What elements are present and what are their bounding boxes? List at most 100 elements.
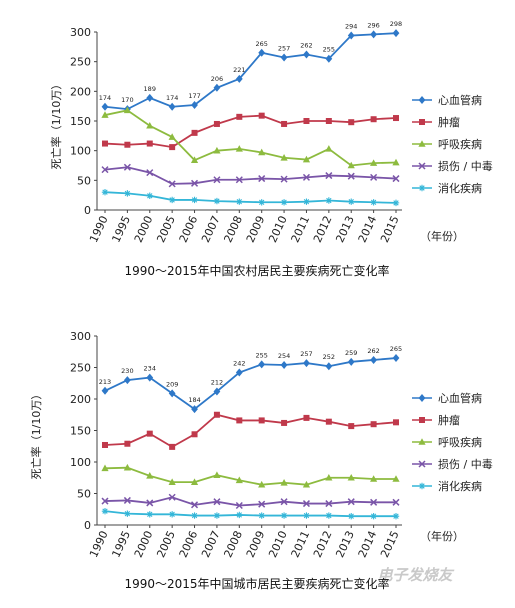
data-point <box>258 48 266 57</box>
series-line <box>104 109 397 167</box>
legend-marker <box>419 119 425 125</box>
data-point <box>146 499 154 507</box>
legend-item: 损伤 / 中毒 <box>412 159 493 173</box>
data-point <box>236 198 243 205</box>
data-point <box>303 512 310 519</box>
data-point <box>325 118 332 124</box>
data-point <box>392 512 400 520</box>
x-tick-label: 2005 <box>154 529 178 560</box>
legend-item: 损伤 / 中毒 <box>412 457 493 471</box>
legend-marker <box>418 162 426 170</box>
data-point <box>146 140 153 147</box>
data-point <box>393 115 399 122</box>
x-tick-label: 2012 <box>311 214 335 245</box>
data-label: 177 <box>188 92 200 100</box>
data-point <box>370 173 378 181</box>
data-point <box>370 355 378 364</box>
data-point <box>213 120 220 127</box>
data-point <box>191 179 199 187</box>
legend-label: 损伤 / 中毒 <box>438 159 493 173</box>
chart-title: 1990～2015年中国农村居民主要疾病死亡变化率 <box>124 263 389 278</box>
data-point <box>190 156 199 163</box>
x-tick-label: 2008 <box>221 529 245 560</box>
data-point <box>392 498 400 506</box>
data-point <box>102 441 108 448</box>
data-point <box>347 161 355 169</box>
data-point <box>303 198 310 205</box>
data-point <box>235 74 243 83</box>
legend-item: 心血管病 <box>412 391 482 405</box>
data-point <box>258 175 266 183</box>
data-point <box>370 475 378 482</box>
x-tick-label: 2013 <box>333 214 357 245</box>
data-point <box>168 180 176 188</box>
data-point <box>280 512 288 519</box>
x-axis-label: （年份） <box>420 529 464 543</box>
x-tick-label: 2006 <box>177 214 201 245</box>
data-label: 252 <box>323 353 335 361</box>
data-point <box>213 471 221 479</box>
data-point <box>392 354 400 363</box>
data-point <box>370 498 378 506</box>
chart-title: 1990～2015年中国城市居民主要疾病死亡变化率 <box>124 576 389 591</box>
data-point <box>280 360 288 369</box>
data-point <box>101 189 109 196</box>
x-tick-label: 1995 <box>109 529 133 560</box>
series-line <box>104 166 397 185</box>
legend-marker <box>418 438 426 445</box>
data-point <box>191 405 198 414</box>
legend-label: 呼吸疾病 <box>438 435 482 449</box>
data-point <box>191 431 198 438</box>
x-tick-label: 2000 <box>132 529 156 560</box>
data-point <box>325 54 333 63</box>
y-tick-label: 300 <box>70 26 91 39</box>
x-tick-label: 1990 <box>87 529 111 560</box>
data-point <box>168 133 176 140</box>
series-line <box>104 114 397 149</box>
data-point <box>168 493 176 501</box>
data-point <box>281 419 288 426</box>
data-point <box>392 199 400 207</box>
data-point <box>258 112 265 119</box>
x-tick-label: 2007 <box>199 214 223 245</box>
data-label: 296 <box>367 21 379 29</box>
data-point <box>347 473 355 481</box>
data-point <box>302 155 311 163</box>
data-point <box>213 387 221 396</box>
x-tick-label: 2015 <box>378 529 402 560</box>
data-label: 262 <box>300 42 312 50</box>
data-point <box>370 159 378 166</box>
x-tick-label: 2012 <box>311 529 335 560</box>
data-label: 257 <box>278 45 290 53</box>
series-line <box>104 191 397 204</box>
x-tick-label: 2005 <box>154 214 178 245</box>
data-point <box>146 93 154 102</box>
data-point <box>213 498 221 506</box>
data-point <box>168 389 176 398</box>
data-point <box>280 53 288 62</box>
data-point <box>124 141 131 148</box>
data-point <box>235 368 243 377</box>
y-tick-label: 150 <box>70 425 91 438</box>
legend-marker <box>418 140 426 147</box>
legend-label: 呼吸疾病 <box>438 137 482 151</box>
legend-label: 消化疾病 <box>438 181 482 195</box>
legend-label: 心血管病 <box>438 93 482 107</box>
data-point <box>325 500 333 508</box>
data-point <box>235 501 243 510</box>
data-label: 174 <box>166 94 178 102</box>
data-label: 242 <box>233 360 245 368</box>
data-point <box>191 501 199 509</box>
legend-label: 损伤 / 中毒 <box>438 457 493 471</box>
data-label: 221 <box>233 66 245 74</box>
x-tick-label: 2010 <box>266 529 290 560</box>
data-label: 209 <box>166 380 178 388</box>
data-point <box>303 118 310 124</box>
data-point <box>101 386 109 395</box>
data-point <box>169 443 176 450</box>
data-point <box>191 100 198 109</box>
legend-marker <box>419 417 425 423</box>
data-point <box>325 362 333 371</box>
data-point <box>302 500 310 508</box>
data-point <box>101 166 109 174</box>
